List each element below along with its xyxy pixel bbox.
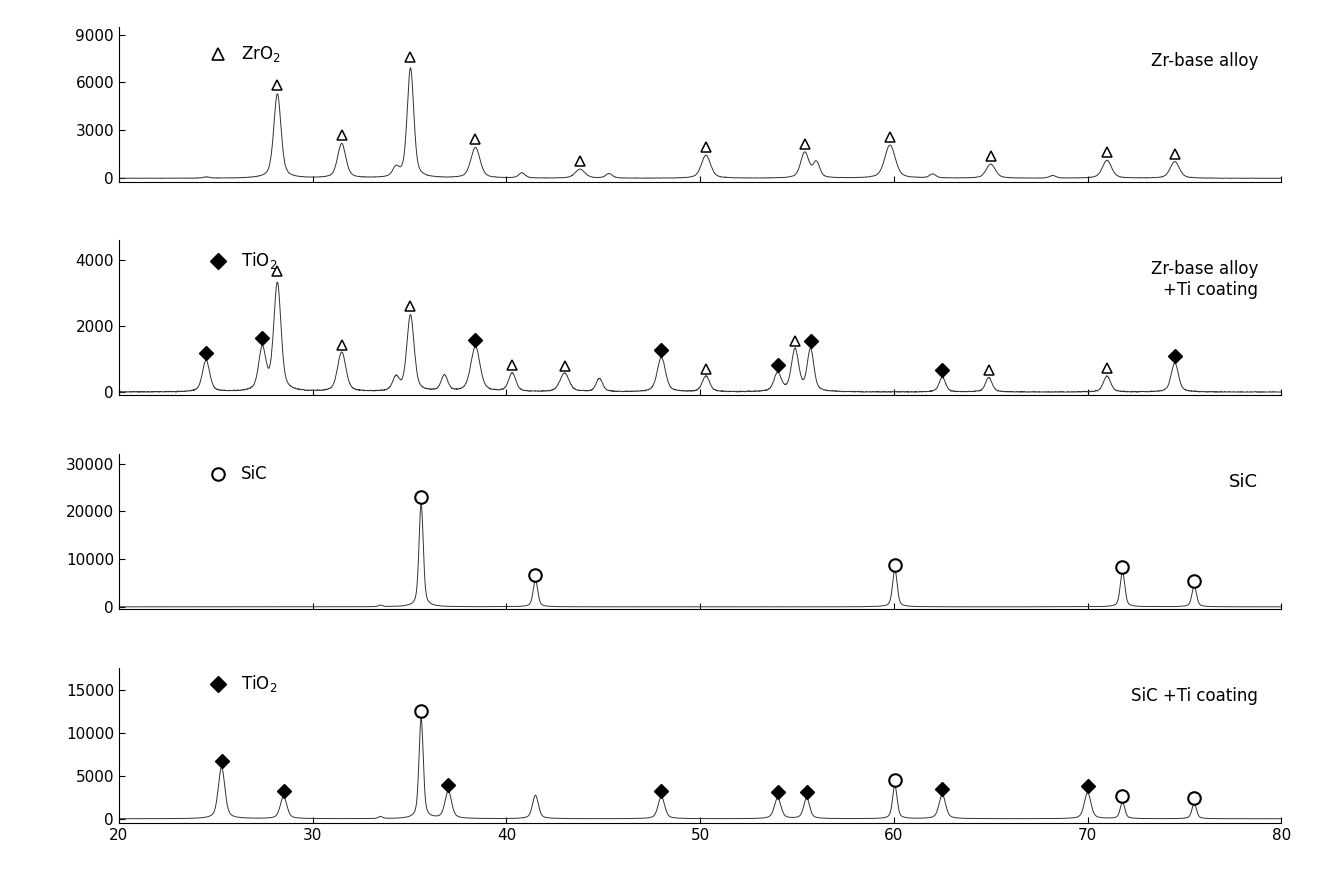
Text: TiO$_2$: TiO$_2$ — [240, 250, 277, 271]
Text: SiC +Ti coating: SiC +Ti coating — [1131, 687, 1258, 705]
Text: Zr-base alloy
+Ti coating: Zr-base alloy +Ti coating — [1151, 259, 1258, 298]
Text: ZrO$_2$: ZrO$_2$ — [240, 44, 280, 65]
Text: SiC: SiC — [1229, 473, 1258, 491]
Text: Zr-base alloy: Zr-base alloy — [1151, 51, 1258, 70]
Text: SiC: SiC — [240, 466, 268, 483]
Text: TiO$_2$: TiO$_2$ — [240, 673, 277, 694]
